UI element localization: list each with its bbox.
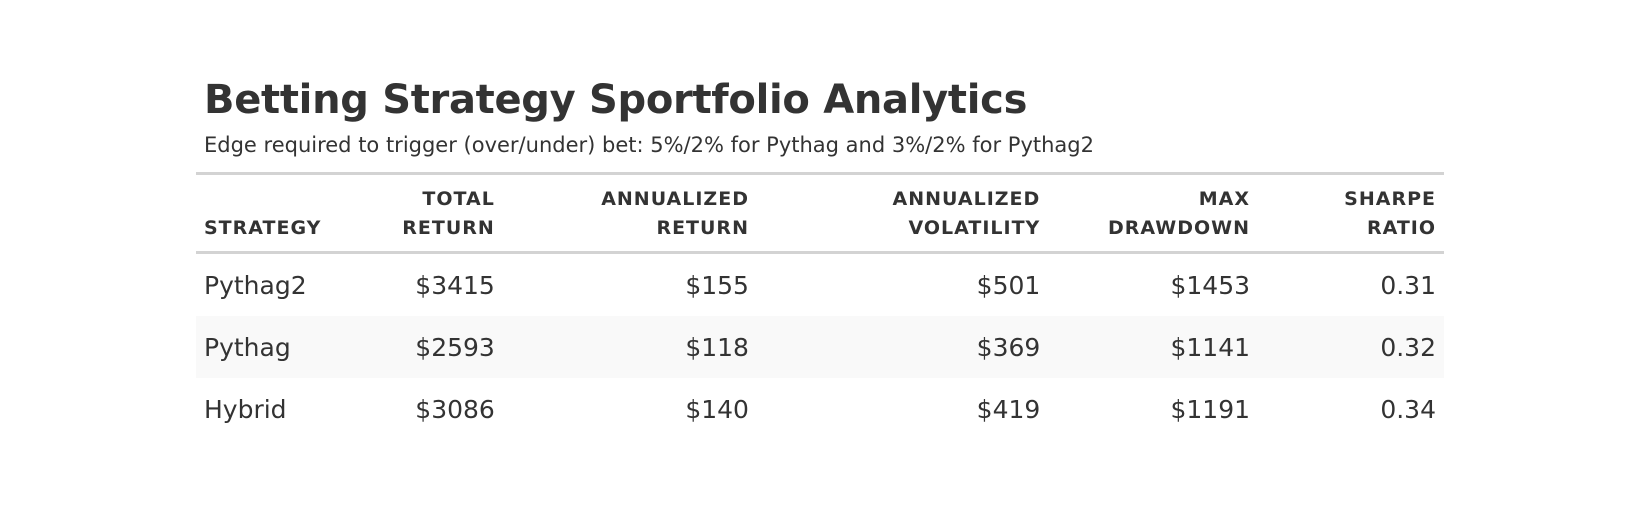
cell-sharpe-ratio: 0.31 (1380, 270, 1436, 300)
cell-max-drawdown: $1453 (1170, 270, 1251, 300)
cell-annualized-volatility: $501 (976, 270, 1041, 300)
cell-strategy: Pythag2 (204, 270, 307, 300)
cell-total-return: $2593 (372, 316, 503, 378)
table-row: Pythag2 $3415 $155 $501 $1453 0.31 (196, 253, 1444, 317)
cell-annualized-volatility: $419 (976, 394, 1041, 424)
cell-total-return: $3415 (415, 270, 495, 300)
table-subtitle: Edge required to trigger (over/under) be… (204, 133, 1094, 157)
cell-sharpe-ratio: 0.32 (1258, 316, 1444, 378)
cell-strategy: Pythag (196, 316, 373, 378)
column-header-line1: ANNUALIZED (892, 188, 1041, 210)
column-header-sharpe-ratio: SHARPE RATIO (1258, 173, 1444, 254)
column-header-line2: STRATEGY (204, 217, 322, 239)
column-header-line2: RATIO (1366, 217, 1436, 239)
table-container: Betting Strategy Sportfolio Analytics Ed… (196, 72, 1444, 440)
column-header-line2: DRAWDOWN (1108, 217, 1251, 239)
cell-total-return: $3086 (415, 394, 495, 424)
column-header-line2: RETURN (402, 217, 495, 239)
table-title: Betting Strategy Sportfolio Analytics (204, 77, 1028, 123)
column-header-total-return: TOTAL RETURN (372, 173, 503, 254)
header-row: STRATEGY TOTAL RETURN ANNUALIZED RETURN … (196, 173, 1444, 254)
cell-annualized-return: $118 (502, 316, 757, 378)
column-header-line2: RETURN (656, 217, 749, 239)
column-header-line1: SHARPE (1344, 188, 1436, 210)
cell-sharpe-ratio: 0.34 (1380, 394, 1436, 424)
cell-max-drawdown: $1141 (1048, 316, 1259, 378)
cell-annualized-volatility: $369 (756, 316, 1049, 378)
cell-annualized-return: $140 (685, 394, 749, 424)
column-header-annualized-volatility: ANNUALIZED VOLATILITY (756, 173, 1049, 254)
analytics-table: STRATEGY TOTAL RETURN ANNUALIZED RETURN … (196, 172, 1444, 440)
column-header-strategy: STRATEGY (196, 173, 373, 254)
table-row: Pythag $2593 $118 $369 $1141 0.32 (196, 316, 1444, 378)
column-header-line1: MAX (1198, 188, 1251, 210)
column-header-line1: ANNUALIZED (601, 188, 749, 210)
cell-annualized-return: $155 (685, 270, 749, 300)
column-header-annualized-return: ANNUALIZED RETURN (502, 173, 757, 254)
table-row: Hybrid $3086 $140 $419 $1191 0.34 (196, 378, 1444, 440)
column-header-max-drawdown: MAX DRAWDOWN (1048, 173, 1259, 254)
cell-strategy: Hybrid (204, 394, 287, 424)
cell-max-drawdown: $1191 (1170, 394, 1251, 424)
column-header-line2: VOLATILITY (908, 217, 1041, 239)
column-header-line1: TOTAL (422, 188, 495, 210)
